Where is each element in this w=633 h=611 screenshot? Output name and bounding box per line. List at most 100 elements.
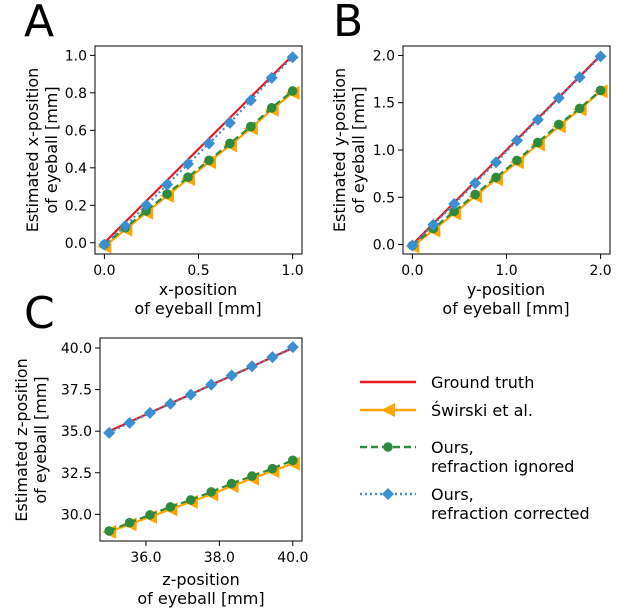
y-tick-label: 0.4 bbox=[65, 161, 87, 177]
x-tick-label: 36.0 bbox=[130, 550, 161, 566]
legend-entry-gt: Ground truth bbox=[360, 373, 534, 392]
x-tick-label: 38.0 bbox=[204, 550, 235, 566]
series-ign bbox=[104, 455, 298, 536]
data-point-cor bbox=[98, 238, 111, 251]
data-point-ign bbox=[449, 206, 459, 217]
series-line-ign bbox=[103, 90, 294, 246]
panel-letter-a: A bbox=[24, 0, 54, 47]
y-tick-label: 0.8 bbox=[65, 86, 87, 102]
x-tick-label: 40.0 bbox=[277, 550, 308, 566]
data-point-ign bbox=[247, 471, 257, 481]
series-cor bbox=[103, 341, 299, 439]
series-line-cor bbox=[103, 56, 294, 246]
data-point-ign bbox=[162, 189, 172, 199]
data-point-cor bbox=[203, 137, 216, 150]
y-tick-label: 0.0 bbox=[373, 238, 395, 254]
x-tick-label: 2.0 bbox=[589, 263, 611, 279]
legend-entry-cor: Ours, refraction corrected bbox=[360, 485, 590, 523]
data-point-ign bbox=[183, 172, 193, 182]
legend-marker-cor bbox=[382, 488, 394, 500]
data-point-ign bbox=[145, 510, 155, 520]
data-point-ign bbox=[104, 526, 114, 536]
data-point-cor bbox=[594, 50, 607, 63]
data-point-cor bbox=[510, 134, 523, 147]
series-cor bbox=[406, 50, 607, 252]
data-point-cor bbox=[119, 219, 132, 232]
y-tick-label: 0.5 bbox=[373, 190, 395, 206]
data-point-ign bbox=[266, 103, 277, 113]
x-tick-label: 0.0 bbox=[401, 263, 423, 279]
legend-label-cor: Ours, refraction corrected bbox=[431, 485, 590, 523]
legend-label-swirski: Świrski et al. bbox=[431, 401, 533, 420]
plot-area bbox=[102, 341, 300, 539]
y-axis-label: Estimated x-positionof eyeball [mm] bbox=[23, 68, 61, 233]
series-gt bbox=[103, 54, 294, 244]
panel-letter-c: C bbox=[24, 288, 55, 339]
y-tick-label: 0.0 bbox=[65, 236, 87, 252]
y-tick-label: 40.0 bbox=[61, 341, 92, 357]
legend: Ground truth Świrski et al. Ours, refractio… bbox=[360, 373, 590, 523]
data-point-cor bbox=[140, 199, 153, 212]
y-tick-label: 1.0 bbox=[65, 48, 87, 64]
data-point-cor bbox=[123, 416, 136, 429]
data-point-cor bbox=[286, 341, 299, 354]
series-line-swirski bbox=[411, 90, 602, 248]
y-tick-label: 35.0 bbox=[61, 424, 92, 440]
x-tick-label: 1.0 bbox=[495, 263, 517, 279]
x-axis-label: y-position of eyeball [mm] bbox=[442, 280, 569, 318]
series-line-ign bbox=[411, 89, 602, 247]
y-axis-label: Estimated y-positionof eyeball [mm] bbox=[330, 68, 368, 232]
data-point-cor bbox=[143, 406, 156, 419]
data-point-cor bbox=[286, 51, 299, 64]
legend-marker-swirski bbox=[381, 403, 395, 417]
data-point-ign bbox=[165, 502, 176, 512]
chart-panel-c: 36.0 38.0 40.0 30.0 32.5 35.0 37.5 40.0 z-positi… bbox=[12, 337, 308, 608]
y-tick-label: 1.5 bbox=[373, 96, 395, 112]
y-tick-label: 0.6 bbox=[65, 123, 87, 139]
legend-marker-ign bbox=[383, 442, 393, 452]
data-point-cor bbox=[552, 92, 565, 104]
data-point-ign bbox=[206, 487, 217, 497]
x-axis-label: z-position of eyeball [mm] bbox=[137, 570, 264, 608]
data-point-cor bbox=[427, 218, 440, 231]
x-tick-label: 0.5 bbox=[187, 263, 209, 279]
data-point-ign bbox=[288, 455, 298, 466]
y-axis-label: Estimated z-positionof eyeball [mm] bbox=[12, 358, 50, 521]
series-line-gt bbox=[103, 54, 294, 244]
x-axis-label: x-position of eyeball [mm] bbox=[134, 280, 261, 318]
chart-panel-a: 0.0 0.5 1.0 0.0 0.2 0.4 0.6 0.8 1.0 x-position of … bbox=[23, 45, 304, 318]
legend-label-gt: Ground truth bbox=[431, 373, 534, 392]
data-point-cor bbox=[406, 239, 419, 252]
series-cor bbox=[98, 51, 299, 251]
data-point-ign bbox=[287, 86, 298, 96]
series-line-cor bbox=[108, 346, 294, 434]
data-point-cor bbox=[205, 378, 218, 391]
x-tick-label: 1.0 bbox=[281, 263, 303, 279]
data-point-cor bbox=[573, 71, 586, 84]
y-tick-label: 0.2 bbox=[65, 198, 87, 214]
data-point-cor bbox=[161, 178, 174, 191]
data-point-ign bbox=[574, 103, 585, 114]
data-point-ign bbox=[533, 137, 543, 148]
series-line-swirski bbox=[108, 462, 294, 533]
series-line-swirski bbox=[103, 91, 294, 248]
plot-area bbox=[405, 50, 608, 254]
data-point-cor bbox=[164, 397, 177, 410]
plot-area bbox=[97, 51, 300, 254]
data-point-cor bbox=[531, 113, 544, 126]
data-point-cor bbox=[181, 158, 194, 171]
data-point-cor bbox=[490, 156, 503, 169]
data-point-ign bbox=[226, 478, 237, 489]
legend-label-ign: Ours, refraction ignored bbox=[431, 438, 574, 476]
axes-frame bbox=[99, 337, 303, 542]
data-point-cor bbox=[103, 426, 116, 439]
y-tick-label: 1.0 bbox=[373, 143, 395, 159]
data-point-ign bbox=[470, 189, 480, 200]
data-point-ign bbox=[185, 495, 196, 505]
data-point-cor bbox=[246, 360, 259, 373]
data-point-ign bbox=[512, 155, 522, 166]
data-point-cor bbox=[469, 177, 482, 190]
y-tick-label: 32.5 bbox=[61, 466, 92, 482]
data-point-cor bbox=[266, 351, 279, 364]
